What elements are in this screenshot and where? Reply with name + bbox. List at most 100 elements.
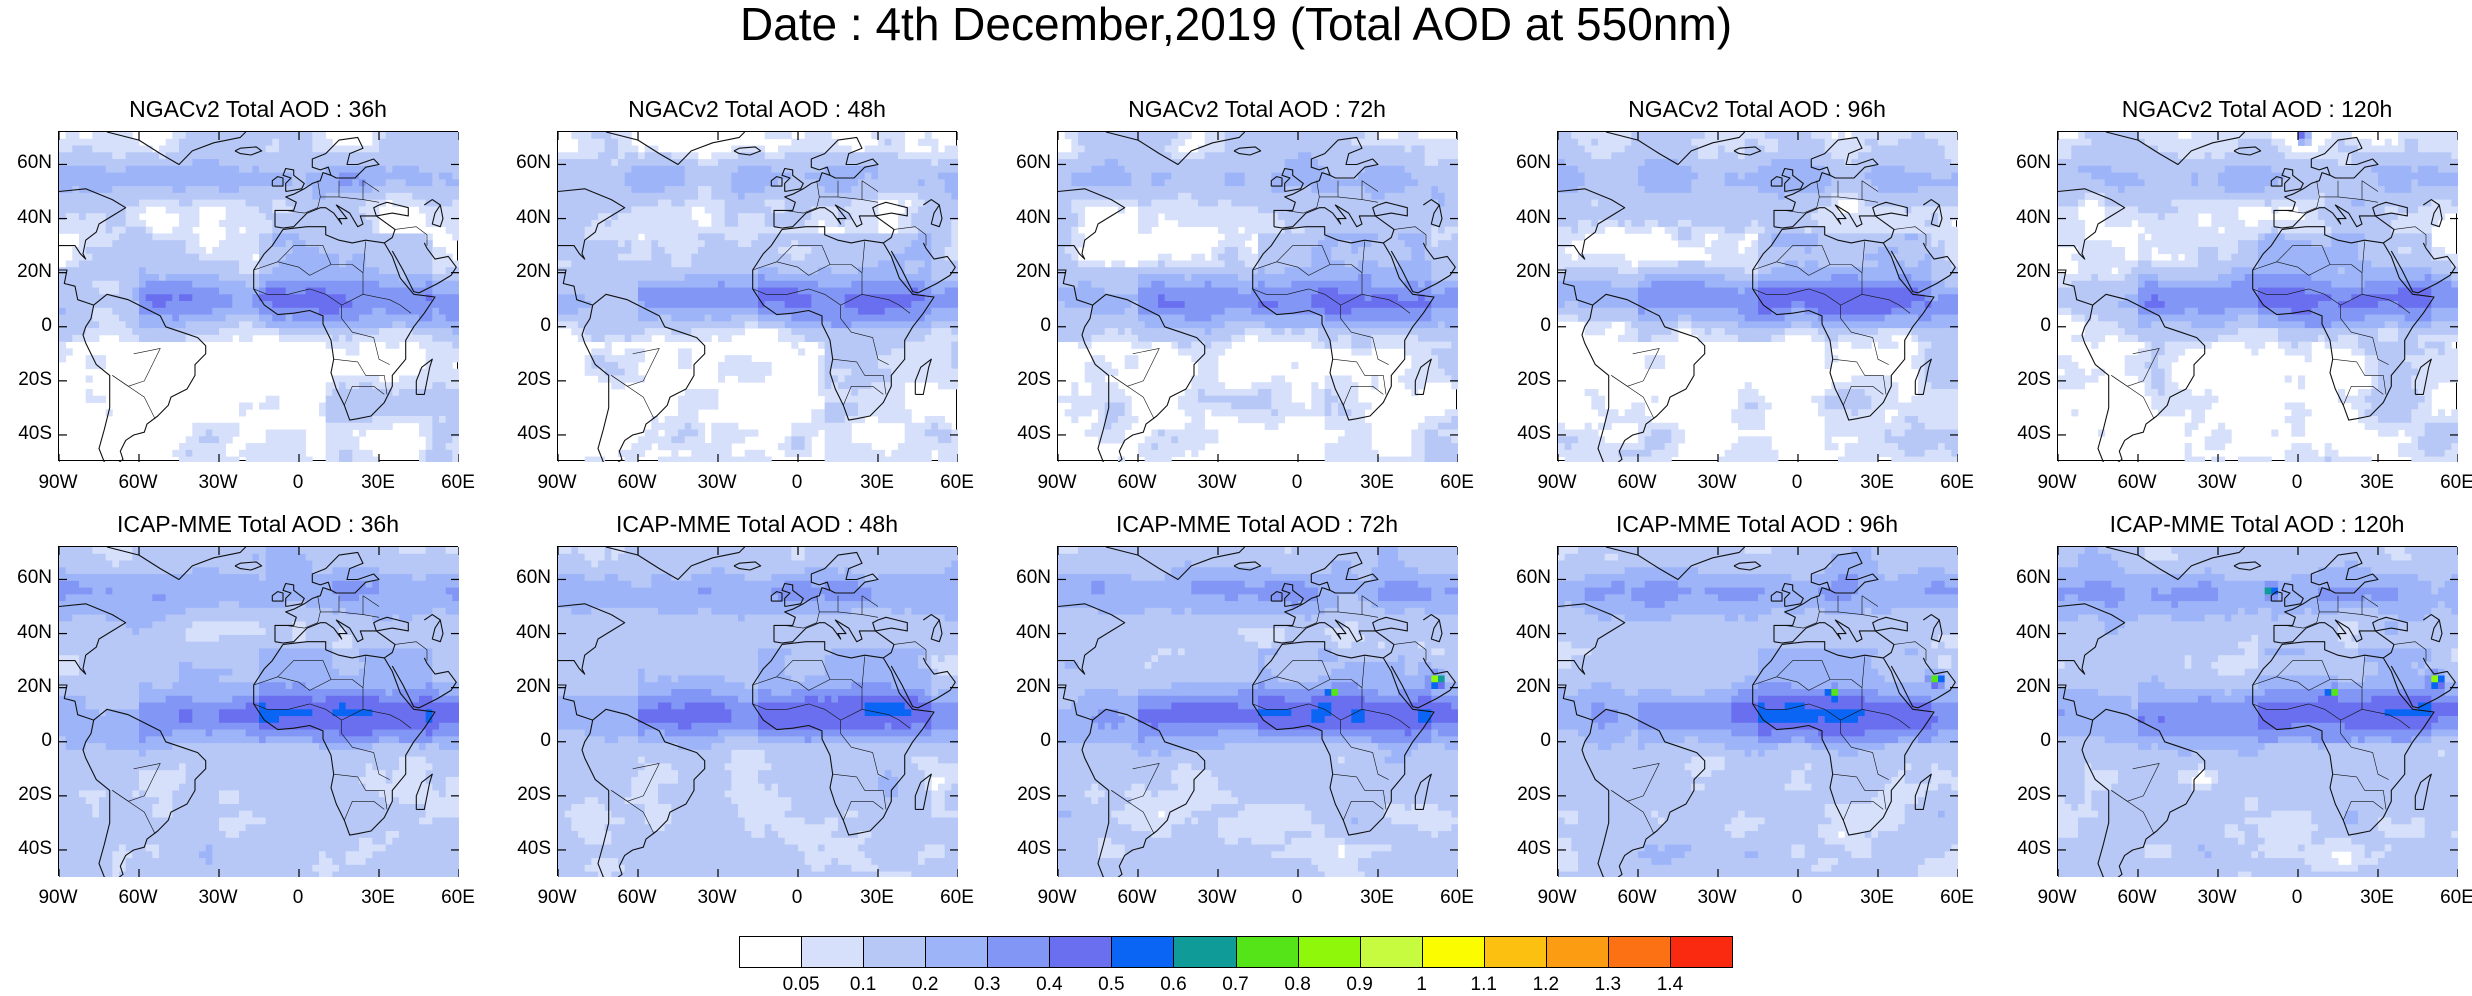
aod-cell	[918, 443, 925, 450]
aod-cell	[72, 146, 79, 153]
aod-cell	[286, 274, 293, 281]
aod-cell	[332, 315, 339, 322]
aod-cell	[931, 179, 938, 186]
aod-cell	[326, 409, 333, 416]
aod-cell	[372, 281, 379, 288]
aod-cell	[352, 335, 359, 342]
aod-cell	[86, 274, 93, 281]
aod-cell	[771, 254, 778, 261]
aod-cell	[332, 294, 339, 301]
aod-cell	[638, 206, 645, 213]
aod-cell	[259, 227, 266, 234]
aod-cell	[818, 267, 825, 274]
aod-cell	[332, 308, 339, 315]
aod-cell	[1178, 132, 1185, 139]
aod-cell	[146, 193, 153, 200]
aod-cell	[598, 146, 605, 153]
aod-cell	[1065, 193, 1072, 200]
aod-cell	[825, 315, 832, 322]
aod-cell	[838, 369, 845, 376]
aod-cell	[705, 321, 712, 328]
aod-cell	[658, 247, 665, 254]
aod-cell	[226, 193, 233, 200]
aod-cell	[918, 213, 925, 220]
x-tick-label: 90W	[28, 473, 88, 493]
aod-cell	[386, 186, 393, 193]
aod-cell	[631, 267, 638, 274]
aod-cell	[785, 152, 792, 159]
aod-cell	[326, 159, 333, 166]
aod-cell	[346, 159, 353, 166]
aod-cell	[691, 281, 698, 288]
aod-cell	[938, 321, 945, 328]
aod-cell	[725, 179, 732, 186]
aod-cell	[925, 166, 932, 173]
aod-cell	[372, 423, 379, 430]
aod-cell	[372, 227, 379, 234]
aod-cell	[399, 288, 406, 295]
aod-cell	[658, 274, 665, 281]
aod-cell	[206, 274, 213, 281]
aod-cell	[146, 254, 153, 261]
aod-cell	[851, 321, 858, 328]
aod-cell	[399, 186, 406, 193]
aod-cell	[332, 443, 339, 450]
aod-cell	[738, 260, 745, 267]
aod-cell	[386, 281, 393, 288]
aod-cell	[605, 240, 612, 247]
aod-cell	[891, 294, 898, 301]
aod-cell	[758, 186, 765, 193]
aod-cell	[1418, 139, 1425, 146]
aod-cell	[166, 146, 173, 153]
aod-cell	[446, 375, 453, 382]
aod-cell	[1378, 146, 1385, 153]
aod-cell	[865, 213, 872, 220]
aod-cell	[618, 254, 625, 261]
aod-cell	[665, 200, 672, 207]
aod-cell	[878, 274, 885, 281]
aod-cell	[651, 436, 658, 443]
aod-cell	[212, 321, 219, 328]
aod-cell	[412, 301, 419, 308]
aod-cell	[891, 132, 898, 139]
aod-cell	[825, 423, 832, 430]
aod-cell	[885, 308, 892, 315]
aod-cell	[106, 274, 113, 281]
aod-cell	[372, 152, 379, 159]
aod-cell	[159, 173, 166, 180]
aod-cell	[1285, 186, 1292, 193]
aod-cell	[206, 335, 213, 342]
aod-cell	[1371, 146, 1378, 153]
aod-cell	[406, 389, 413, 396]
aod-cell	[126, 321, 133, 328]
aod-cell	[119, 328, 126, 335]
aod-cell	[645, 220, 652, 227]
aod-cell	[1271, 146, 1278, 153]
aod-cell	[359, 430, 366, 437]
aod-cell	[625, 247, 632, 254]
aod-cell	[326, 186, 333, 193]
aod-cell	[1385, 159, 1392, 166]
aod-cell	[851, 247, 858, 254]
aod-cell	[339, 430, 346, 437]
aod-cell	[1411, 152, 1418, 159]
aod-cell	[152, 200, 159, 207]
aod-cell	[905, 247, 912, 254]
aod-cell	[1138, 186, 1145, 193]
aod-cell	[379, 139, 386, 146]
aod-cell	[878, 132, 885, 139]
aod-cell	[346, 308, 353, 315]
aod-cell	[372, 321, 379, 328]
aod-cell	[1385, 146, 1392, 153]
aod-cell	[838, 166, 845, 173]
aod-cell	[132, 227, 139, 234]
aod-cell	[286, 139, 293, 146]
aod-cell	[346, 288, 353, 295]
aod-cell	[731, 267, 738, 274]
aod-cell	[611, 254, 618, 261]
aod-cell	[605, 227, 612, 234]
aod-cell	[698, 402, 705, 409]
aod-cell	[299, 193, 306, 200]
aod-cell	[426, 409, 433, 416]
aod-cell	[59, 206, 66, 213]
